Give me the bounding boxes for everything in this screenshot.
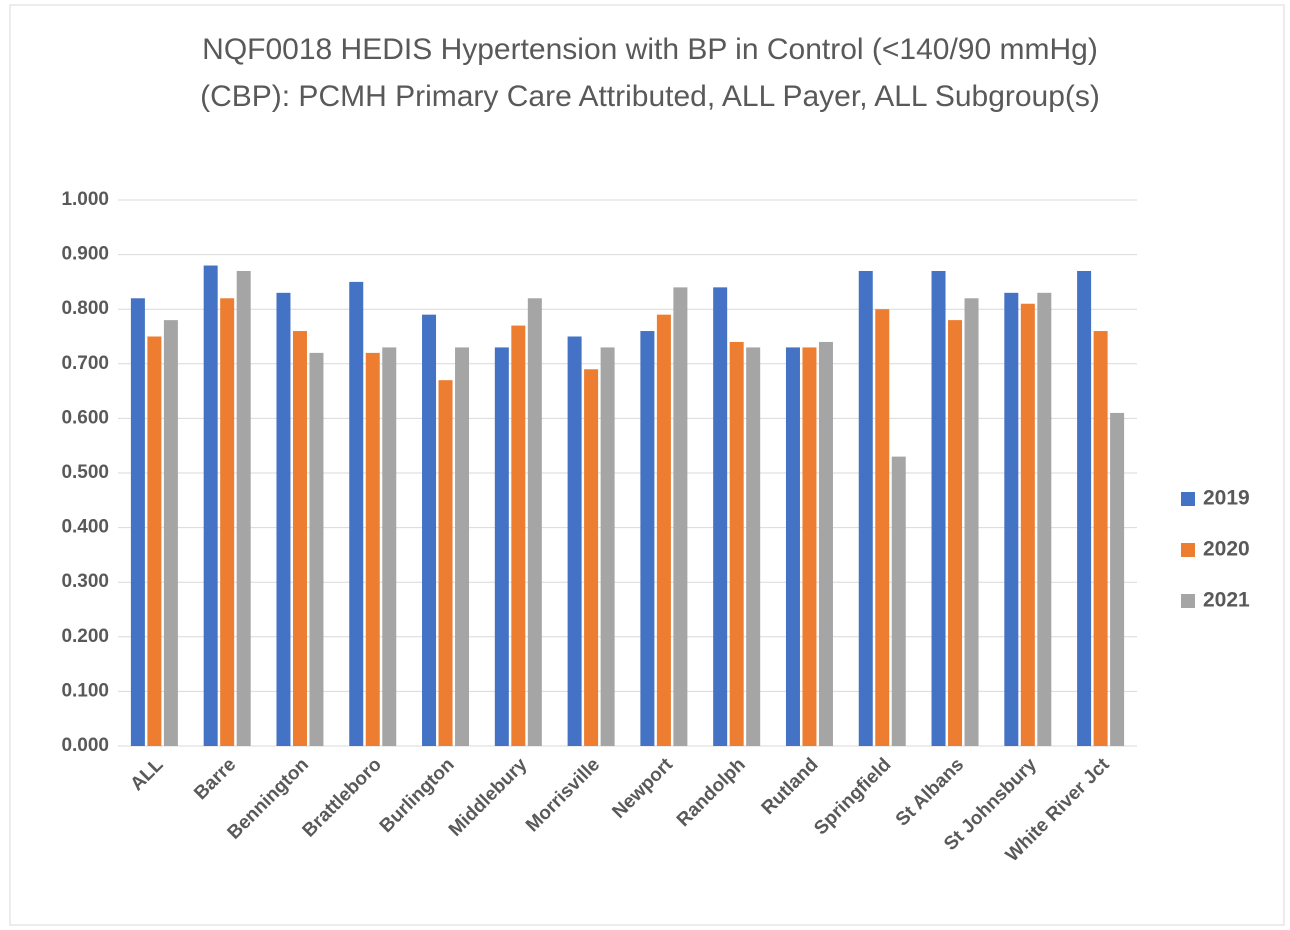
bar	[1093, 331, 1108, 746]
x-tick-label: Springfield	[810, 754, 895, 839]
bar	[422, 314, 437, 746]
y-tick-label: 0.800	[61, 298, 109, 319]
bar	[494, 347, 509, 746]
bar	[1004, 292, 1019, 746]
x-tick-label: Morrisville	[522, 754, 604, 836]
chart-title: NQF0018 HEDIS Hypertension with BP in Co…	[200, 33, 1100, 113]
bar	[858, 270, 873, 746]
bar	[236, 270, 251, 746]
bar	[163, 320, 178, 746]
bar	[785, 347, 800, 746]
legend-label: 2021	[1203, 589, 1250, 612]
bar	[365, 352, 380, 746]
bar	[220, 298, 235, 746]
bar	[729, 341, 744, 746]
legend-label: 2019	[1203, 487, 1250, 510]
y-tick-label: 0.700	[61, 353, 109, 374]
bar	[640, 331, 655, 746]
y-tick-label: 0.900	[61, 244, 109, 265]
x-tick-label: Barre	[190, 754, 240, 804]
bar	[130, 298, 145, 746]
y-tick-label: 0.500	[61, 462, 109, 483]
bar	[818, 341, 833, 746]
y-tick-label: 0.600	[61, 407, 109, 428]
bar	[931, 270, 946, 746]
bar	[292, 331, 307, 746]
x-tick-label: St Albans	[892, 754, 968, 830]
chart-border	[9, 4, 1285, 926]
bar	[438, 380, 453, 746]
bar	[673, 287, 688, 746]
legend-swatch	[1181, 492, 1195, 506]
bar	[964, 298, 979, 746]
bar	[1037, 292, 1052, 746]
y-tick-label: 1.000	[61, 189, 109, 210]
x-tick-label: Brattleboro	[299, 754, 386, 841]
bar	[802, 347, 817, 746]
bar	[1020, 303, 1035, 746]
bar	[203, 265, 218, 746]
x-tick-label: Rutland	[758, 754, 823, 819]
x-tick-label: Randolph	[673, 754, 750, 831]
x-tick-label: ALL	[127, 754, 168, 795]
x-tick-label: Middlebury	[445, 754, 532, 841]
bar	[713, 287, 728, 746]
bar	[584, 369, 599, 746]
bar	[1110, 412, 1125, 746]
bar	[309, 352, 324, 746]
y-tick-label: 0.200	[61, 626, 109, 647]
bar	[527, 298, 542, 746]
y-tick-label: 0.100	[61, 680, 109, 701]
legend-label: 2020	[1203, 538, 1250, 561]
y-tick-label: 0.400	[61, 517, 109, 538]
x-tick-label: Newport	[608, 754, 677, 823]
bar	[891, 456, 906, 746]
bar	[948, 320, 963, 746]
legend-swatch	[1181, 594, 1195, 608]
bar	[147, 336, 162, 746]
bar	[875, 309, 890, 746]
bar	[349, 281, 364, 746]
bar	[567, 336, 582, 746]
bar	[455, 347, 470, 746]
y-tick-label: 0.000	[61, 735, 109, 756]
bar	[382, 347, 397, 746]
bar	[746, 347, 761, 746]
bar	[1077, 270, 1092, 746]
y-tick-label: 0.300	[61, 571, 109, 592]
bar	[656, 314, 671, 746]
bar	[276, 292, 291, 746]
bar	[511, 325, 526, 746]
bar	[600, 347, 615, 746]
legend-swatch	[1181, 543, 1195, 557]
